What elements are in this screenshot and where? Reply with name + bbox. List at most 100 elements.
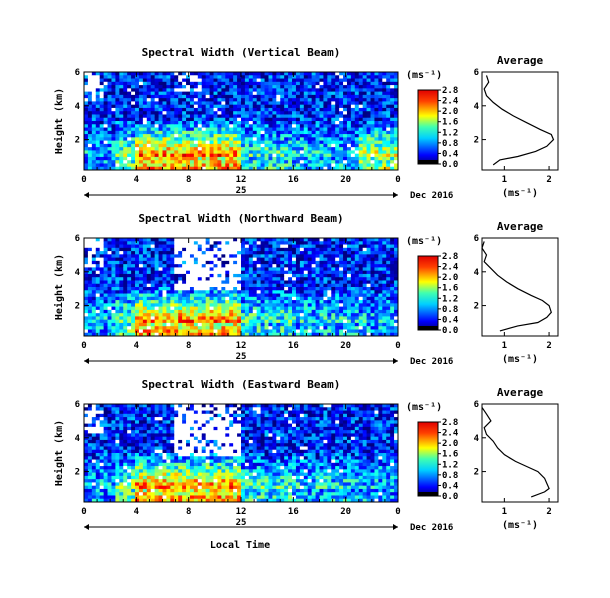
- heatmap-cell: [311, 303, 316, 307]
- heatmap-cell: [260, 332, 265, 337]
- heatmap-cell: [225, 316, 230, 321]
- heatmap-cell: [315, 78, 320, 83]
- heatmap-cell: [244, 296, 250, 301]
- heatmap-cell: [197, 296, 203, 301]
- heatmap-cell: [174, 244, 179, 249]
- heatmap-cell: [178, 322, 183, 327]
- heatmap-cell: [378, 124, 383, 128]
- heatmap-cell: [346, 329, 352, 334]
- heatmap-cell: [354, 329, 360, 334]
- heatmap-cell: [189, 241, 195, 245]
- heatmap-cell: [288, 257, 293, 262]
- heatmap-cell: [295, 153, 301, 158]
- heatmap-cell: [272, 309, 277, 314]
- heatmap-cell: [225, 91, 230, 96]
- heatmap-cell: [138, 121, 144, 125]
- heatmap-cell: [307, 101, 313, 106]
- heatmap-cell: [256, 290, 262, 294]
- heatmap-cell: [354, 316, 360, 321]
- heatmap-cell: [374, 309, 379, 314]
- heatmap-cell: [307, 150, 313, 155]
- heatmap-cell: [135, 329, 140, 334]
- average-x-tick-label: 1: [502, 175, 507, 185]
- heatmap-cell: [374, 153, 379, 158]
- heatmap-cell: [260, 130, 265, 135]
- heatmap-cell: [99, 264, 105, 268]
- heatmap-cell: [131, 150, 136, 155]
- heatmap-cell: [87, 322, 93, 327]
- heatmap-cell: [268, 147, 273, 151]
- heatmap-cell: [370, 134, 375, 138]
- heatmap-cell: [158, 300, 163, 304]
- heatmap-cell: [374, 163, 379, 168]
- heatmap-cell: [146, 94, 152, 99]
- heatmap-cell: [107, 254, 112, 258]
- heatmap-cell: [213, 293, 218, 298]
- heatmap-cell: [221, 322, 226, 327]
- heatmap-cell: [217, 94, 222, 99]
- heatmap-cell: [280, 316, 285, 321]
- heatmap-cell: [107, 277, 112, 281]
- heatmap-cell: [107, 114, 112, 119]
- heatmap-cell: [288, 163, 293, 168]
- heatmap-cell: [142, 91, 148, 96]
- heatmap-cell: [115, 290, 120, 294]
- heatmap-cell: [213, 156, 218, 161]
- heatmap-cell: [162, 130, 167, 135]
- heatmap-cell: [323, 101, 328, 106]
- heatmap-cell: [307, 306, 313, 311]
- heatmap-cell: [280, 260, 285, 265]
- heatmap-cell: [331, 270, 336, 275]
- heatmap-cell: [323, 254, 328, 258]
- heatmap-cell: [87, 104, 93, 109]
- heatmap-cell: [366, 300, 371, 304]
- heatmap-cell: [229, 238, 234, 242]
- heatmap-cell: [229, 316, 234, 321]
- heatmap-cell: [150, 107, 156, 112]
- heatmap-cell: [229, 251, 234, 255]
- heatmap-cell: [115, 104, 120, 109]
- heatmap-cell: [394, 309, 399, 314]
- heatmap-cell: [264, 114, 269, 119]
- heatmap-cell: [256, 134, 262, 138]
- heatmap-cell: [213, 326, 218, 330]
- heatmap-cell: [260, 293, 265, 298]
- heatmap-cell: [386, 293, 391, 298]
- heatmap-cell: [87, 160, 93, 164]
- heatmap-cell: [84, 166, 89, 171]
- heatmap-cell: [229, 254, 234, 258]
- heatmap-cell: [84, 104, 89, 109]
- heatmap-cell: [323, 280, 328, 285]
- heatmap-cell: [307, 260, 313, 265]
- heatmap-cell: [135, 117, 140, 122]
- heatmap-cell: [394, 166, 399, 171]
- heatmap-cell: [166, 303, 171, 307]
- heatmap-cell: [366, 293, 371, 298]
- heatmap-cell: [288, 72, 293, 76]
- heatmap-cell: [146, 101, 152, 106]
- heatmap-cell: [142, 322, 148, 327]
- heatmap-cell: [323, 81, 328, 86]
- heatmap-cell: [284, 316, 289, 321]
- heatmap-cell: [268, 127, 273, 132]
- heatmap-cell: [201, 251, 207, 255]
- heatmap-cell: [256, 257, 262, 262]
- heatmap-cell: [394, 326, 399, 330]
- heatmap-cell: [87, 244, 93, 249]
- heatmap-cell: [178, 267, 183, 272]
- heatmap-cell: [272, 283, 277, 288]
- heatmap-cell: [268, 78, 273, 83]
- heatmap-cell: [358, 91, 364, 96]
- heatmap-cell: [213, 283, 218, 288]
- heatmap-cell: [366, 147, 371, 151]
- heatmap-cell: [346, 251, 352, 255]
- heatmap-cell: [237, 270, 242, 275]
- heatmap-cell: [335, 134, 340, 138]
- heatmap-cell: [366, 251, 371, 255]
- heatmap-cell: [209, 287, 214, 291]
- heatmap-cell: [99, 143, 105, 148]
- heatmap-cell: [252, 332, 258, 337]
- heatmap-cell: [154, 117, 159, 122]
- heatmap-cell: [127, 101, 132, 106]
- heatmap-cell: [229, 264, 234, 268]
